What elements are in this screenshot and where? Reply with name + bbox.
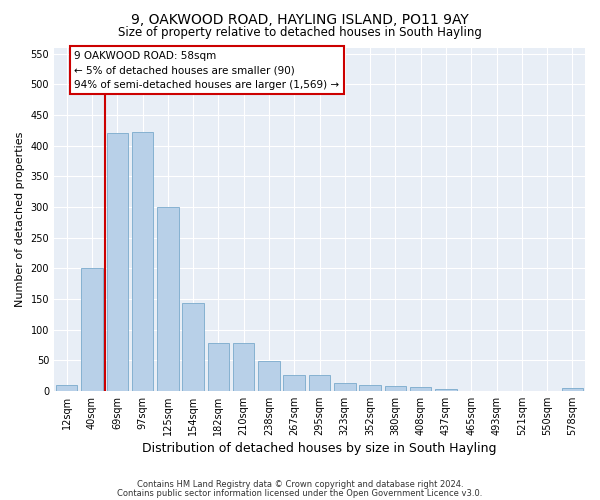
Bar — [132, 132, 153, 391]
Text: Contains public sector information licensed under the Open Government Licence v3: Contains public sector information licen… — [118, 489, 482, 498]
Bar — [56, 384, 77, 391]
Bar — [107, 134, 128, 391]
Bar — [385, 386, 406, 391]
Bar — [562, 388, 583, 391]
Bar — [208, 343, 229, 391]
Text: 9, OAKWOOD ROAD, HAYLING ISLAND, PO11 9AY: 9, OAKWOOD ROAD, HAYLING ISLAND, PO11 9A… — [131, 12, 469, 26]
X-axis label: Distribution of detached houses by size in South Hayling: Distribution of detached houses by size … — [142, 442, 497, 455]
Bar — [410, 387, 431, 391]
Bar — [309, 376, 330, 391]
Bar — [359, 384, 381, 391]
Bar — [258, 362, 280, 391]
Bar — [435, 389, 457, 391]
Text: Contains HM Land Registry data © Crown copyright and database right 2024.: Contains HM Land Registry data © Crown c… — [137, 480, 463, 489]
Y-axis label: Number of detached properties: Number of detached properties — [15, 132, 25, 307]
Bar — [81, 268, 103, 391]
Bar — [334, 384, 356, 391]
Text: Size of property relative to detached houses in South Hayling: Size of property relative to detached ho… — [118, 26, 482, 39]
Bar — [233, 343, 254, 391]
Bar — [157, 207, 179, 391]
Bar — [283, 376, 305, 391]
Bar — [182, 303, 204, 391]
Text: 9 OAKWOOD ROAD: 58sqm
← 5% of detached houses are smaller (90)
94% of semi-detac: 9 OAKWOOD ROAD: 58sqm ← 5% of detached h… — [74, 50, 340, 90]
